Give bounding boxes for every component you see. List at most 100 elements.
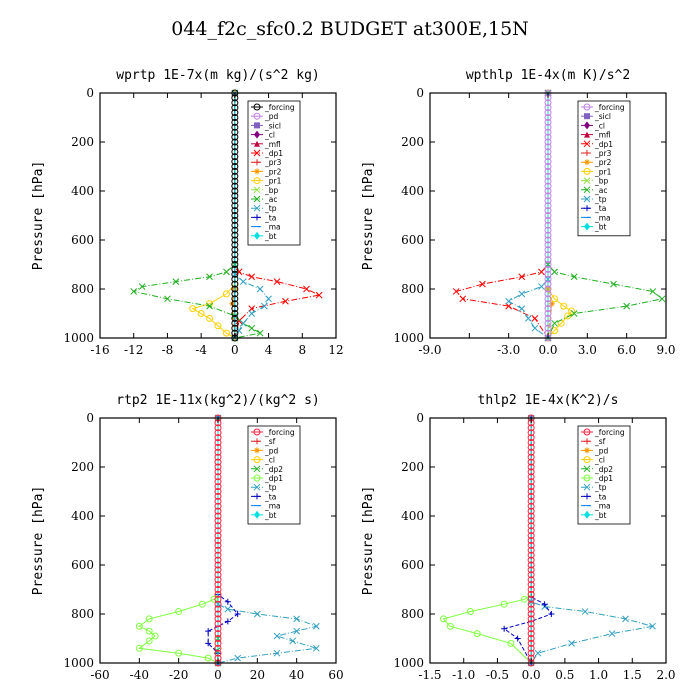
data-point bbox=[520, 595, 528, 603]
zero-marker bbox=[544, 246, 552, 254]
zero-marker bbox=[231, 285, 239, 293]
data-point bbox=[234, 654, 242, 662]
zero-marker bbox=[544, 158, 552, 166]
legend-marker bbox=[584, 222, 590, 231]
data-point bbox=[623, 302, 631, 310]
zero-marker bbox=[527, 492, 535, 500]
zero-marker bbox=[214, 463, 222, 471]
data-point bbox=[206, 314, 214, 322]
x-tick-label: 0.5 bbox=[555, 668, 574, 682]
zero-marker bbox=[544, 197, 552, 205]
x-tick-label: 20 bbox=[250, 668, 265, 682]
legend-label: _pr2 bbox=[264, 167, 282, 176]
zero-marker bbox=[527, 434, 535, 442]
legend-marker bbox=[253, 474, 261, 482]
legend-marker bbox=[584, 131, 590, 138]
legend-marker bbox=[254, 510, 260, 519]
data-point bbox=[551, 268, 558, 276]
data-point bbox=[256, 285, 264, 293]
x-tick-label: -8 bbox=[162, 343, 174, 357]
series-dp1 bbox=[439, 414, 535, 667]
legend-marker bbox=[583, 456, 591, 464]
data-point bbox=[439, 615, 447, 623]
zero-marker bbox=[544, 167, 552, 175]
zero-marker bbox=[214, 507, 222, 515]
data-point bbox=[531, 315, 539, 322]
legend-marker bbox=[253, 428, 261, 436]
data-point bbox=[224, 618, 231, 625]
legend-label: _forcing bbox=[594, 103, 625, 112]
x-tick-label: 40 bbox=[289, 668, 304, 682]
legend: _forcing_sicl_cl_mfl_dp1_pr3_pr2_pr1_bp_… bbox=[577, 100, 631, 237]
zero-marker bbox=[527, 522, 535, 530]
zero-marker bbox=[231, 123, 239, 131]
data-point bbox=[235, 327, 243, 335]
legend-marker bbox=[253, 195, 261, 203]
legend-marker bbox=[584, 493, 590, 500]
data-point bbox=[204, 654, 212, 662]
legend-marker bbox=[583, 465, 591, 473]
y-tick-label: 600 bbox=[71, 558, 94, 572]
legend: _forcing_pd_sicl_cl_mfl_dp1_pr3_pr2_pr1_… bbox=[247, 100, 301, 246]
zero-marker bbox=[214, 649, 222, 657]
data-point bbox=[534, 649, 542, 657]
y-tick-label: 1000 bbox=[63, 331, 94, 345]
y-axis-label: Pressure [hPa] bbox=[31, 161, 46, 271]
x-tick-label: -60 bbox=[90, 668, 109, 682]
zero-marker bbox=[544, 212, 552, 219]
data-point bbox=[135, 622, 143, 630]
legend-label: _ma bbox=[264, 223, 281, 232]
zero-marker bbox=[544, 256, 552, 264]
series-tp bbox=[505, 89, 552, 342]
zero-marker bbox=[544, 182, 552, 190]
zero-marker bbox=[214, 492, 222, 500]
plot-frame bbox=[429, 417, 667, 664]
data-point bbox=[581, 608, 589, 615]
legend-label: _tp bbox=[594, 195, 607, 204]
zero-marker bbox=[214, 532, 222, 540]
zero-line-markers bbox=[544, 89, 552, 342]
zero-marker bbox=[527, 610, 535, 618]
zero-marker bbox=[214, 502, 222, 510]
zero-marker bbox=[214, 434, 222, 442]
zero-marker bbox=[544, 172, 552, 180]
zero-marker bbox=[231, 133, 239, 141]
panel-title: wpthlp 1E-4x(m K)/s^2 bbox=[466, 68, 630, 83]
legend-label: _cl bbox=[264, 131, 275, 140]
legend-label: _tp bbox=[594, 483, 607, 492]
legend-label: _bp bbox=[594, 177, 609, 186]
data-point bbox=[145, 627, 153, 635]
data-point bbox=[239, 319, 247, 327]
series-ac bbox=[130, 89, 264, 342]
legend-marker bbox=[253, 186, 261, 194]
zero-marker bbox=[527, 639, 535, 647]
data-point bbox=[658, 295, 666, 303]
zero-marker bbox=[214, 610, 222, 618]
data-point bbox=[570, 310, 578, 317]
legend-label: _bt bbox=[264, 232, 277, 241]
x-tick-label: 2.0 bbox=[656, 668, 675, 682]
data-point bbox=[500, 600, 508, 608]
data-point bbox=[551, 319, 558, 327]
data-point bbox=[538, 283, 545, 290]
data-point bbox=[273, 649, 281, 657]
data-point bbox=[273, 632, 281, 640]
zero-marker bbox=[231, 153, 239, 161]
legend-marker bbox=[253, 177, 261, 185]
zero-marker bbox=[214, 424, 222, 432]
zero-marker bbox=[544, 314, 552, 322]
zero-marker bbox=[214, 497, 222, 505]
zero-marker bbox=[214, 443, 222, 451]
zero-marker bbox=[544, 148, 552, 156]
zero-marker bbox=[214, 635, 222, 642]
data-point bbox=[524, 315, 532, 322]
zero-marker bbox=[214, 517, 222, 525]
data-point bbox=[548, 300, 555, 307]
zero-marker bbox=[231, 192, 239, 200]
data-point bbox=[248, 273, 256, 281]
zero-marker bbox=[544, 300, 552, 308]
y-tick-label: 800 bbox=[71, 282, 94, 296]
zero-marker bbox=[231, 310, 239, 317]
legend-label: _ma bbox=[594, 502, 611, 511]
